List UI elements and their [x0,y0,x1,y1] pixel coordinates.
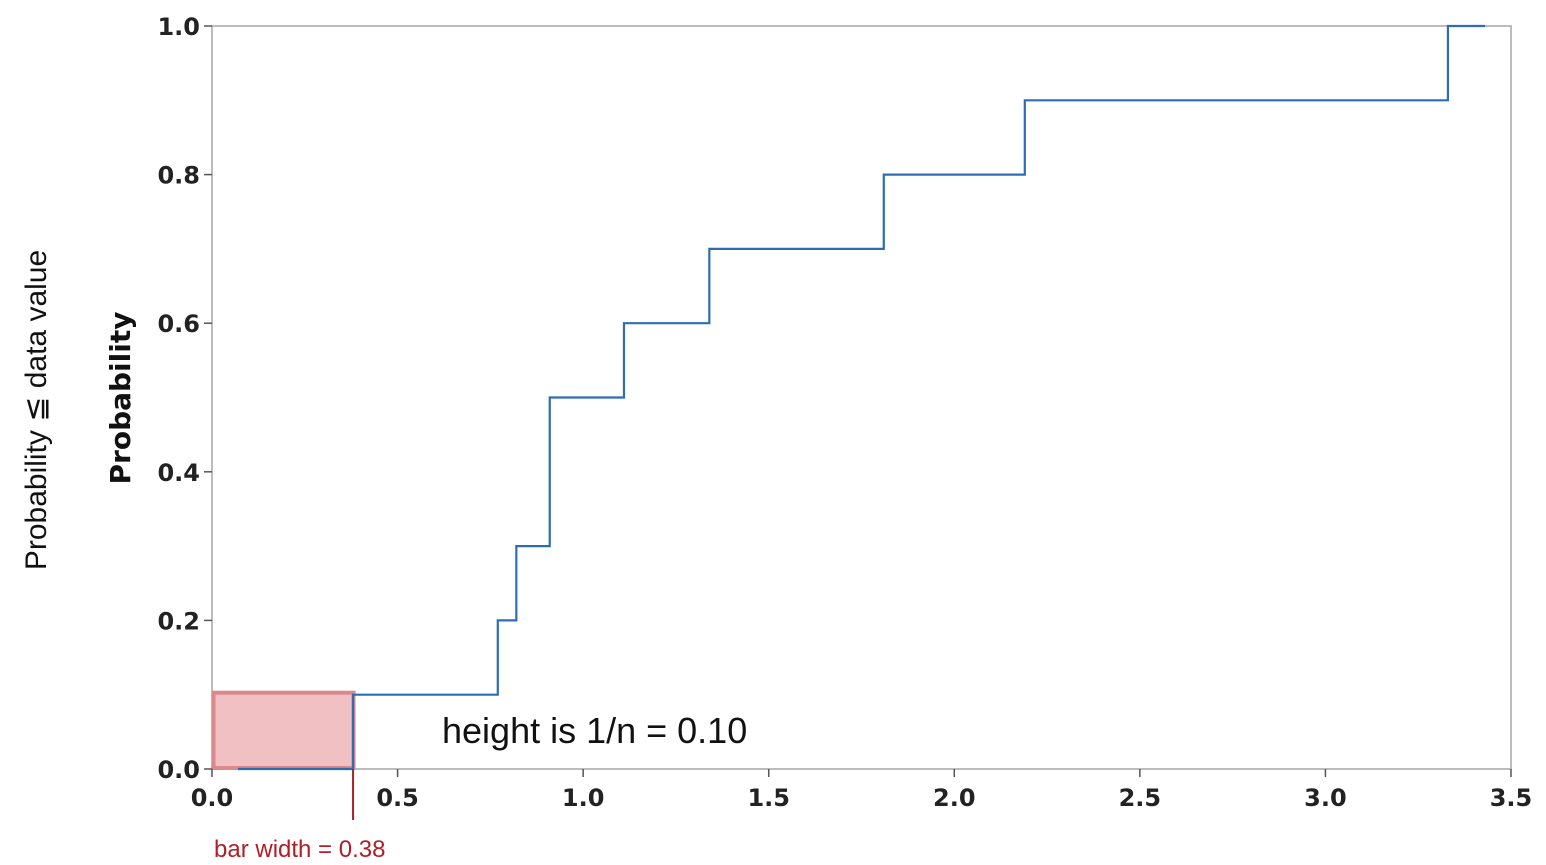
x-tick-label: 2.0 [933,784,976,812]
y-tick-label: 1.0 [157,13,200,41]
series-layer [237,24,1486,771]
cdf-step-line [237,24,1486,771]
x-tick-label: 1.0 [562,784,605,812]
y-axis: 0.0 0.2 0.4 0.6 0.8 1.0 [157,13,212,784]
x-axis: 0.0 0.5 1.0 1.5 2.0 2.5 3.0 3.5 [191,769,1533,812]
y-tick-label: 0.6 [157,310,200,338]
x-tick-label: 0.0 [191,784,234,812]
x-tick-label: 3.5 [1490,784,1533,812]
x-tick-label: 3.0 [1304,784,1347,812]
y-tick-label: 0.8 [157,162,200,190]
highlight-layer [211,690,356,771]
bar-width-annotation: bar width = 0.38 [214,836,385,863]
y-tick-label: 0.2 [157,607,200,635]
y-axis-title: Probability [104,312,137,485]
x-tick-label: 1.5 [747,784,790,812]
x-tick-label: 2.5 [1119,784,1162,812]
outer-y-axis-title: Probability ≦ data value [20,250,53,570]
highlight-bar [211,690,356,771]
plot-border [211,25,1512,770]
y-tick-label: 0.4 [157,459,200,487]
height-annotation: height is 1/n = 0.10 [442,710,747,751]
plot-frame [211,25,1512,770]
y-tick-label: 0.0 [157,756,200,784]
x-tick-label: 0.5 [376,784,419,812]
